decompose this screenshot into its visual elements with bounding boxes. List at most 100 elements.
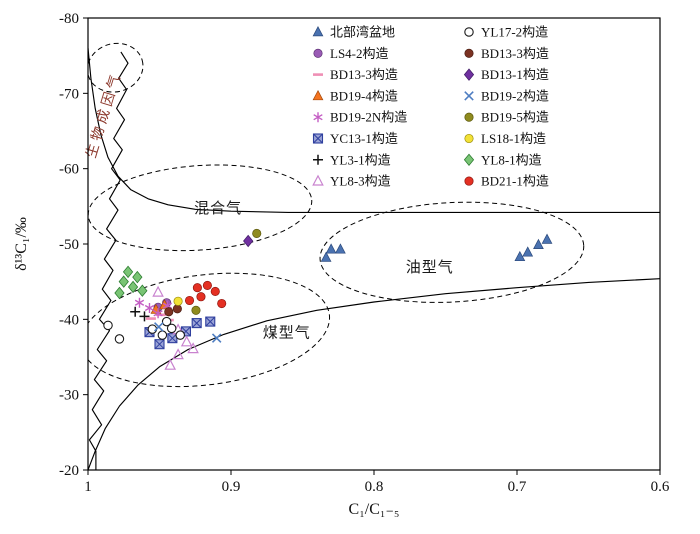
series-bd21-1 (184, 280, 227, 309)
data-point-yl3-1 (130, 306, 141, 317)
data-point-bd19-2n (144, 303, 155, 314)
data-point-bd19-2n (134, 297, 145, 308)
series-bd13-1 (243, 234, 254, 248)
boundary-lower-boundary (88, 278, 660, 470)
y-tick-label: -40 (59, 312, 79, 328)
y-tick-label: -60 (59, 162, 79, 178)
legend-label-yl8-1: YL8-1构造 (481, 152, 542, 167)
legend-item-bd19-2: BD19-2构造 (464, 88, 549, 103)
series-ls18-1 (173, 296, 183, 306)
data-point-beibuwan-basin (320, 251, 332, 262)
data-point-beibuwan-basin (541, 233, 553, 244)
data-point-bd19-5 (191, 305, 201, 315)
boundary-zigzag-boundary (88, 51, 129, 470)
data-point-yl17-2 (114, 334, 125, 344)
data-point-bd19-2 (211, 333, 222, 343)
data-point-beibuwan-basin (325, 243, 337, 254)
data-point-yl17-2 (175, 330, 185, 340)
data-point-yc13-1 (205, 316, 216, 327)
legend-label-bd19-2n: BD19-2N构造 (330, 110, 407, 125)
legend-label-bd13-3: BD13-3构造 (481, 46, 549, 61)
data-point-yl8-3 (187, 342, 199, 354)
data-point-bd21-1 (196, 292, 206, 302)
legend-label-bd13-1: BD13-1构造 (481, 67, 549, 82)
legend-item-yl8-1: YL8-1构造 (463, 152, 542, 167)
y-tick-label: -50 (59, 237, 79, 253)
data-point-yl3-1 (139, 311, 150, 322)
legend-item-ls4-2: LS4-2构造 (313, 46, 389, 61)
x-tick-label: 0.6 (651, 479, 670, 495)
data-point-ls18-1 (173, 296, 183, 306)
data-point-bd13-3 (172, 304, 182, 314)
plot-frame (87, 17, 661, 471)
data-point-bd19-2n (153, 308, 163, 319)
data-point-bd19-2 (154, 322, 164, 332)
data-point-bd13-3 (164, 307, 174, 317)
data-point-yl8-1 (137, 284, 148, 297)
data-point-beibuwan-basin (522, 246, 534, 257)
x-axis-title: C₁/C₁₋₅ (349, 501, 400, 518)
data-point-bd21-1 (217, 298, 227, 309)
data-point-beibuwan-basin (335, 243, 346, 254)
zone-ellipse-biogenic-zone (88, 42, 144, 93)
legend-label-beibuwan-basin: 北部湾盆地 (330, 25, 395, 40)
legend-item-ls18-1: LS18-1构造 (464, 131, 546, 146)
legend-label-ls18-1: LS18-1构造 (481, 131, 546, 146)
series-bd19-2n (134, 297, 173, 319)
legend-label-yl3-1: YL3-1构造 (330, 152, 391, 167)
data-point-yl17-2 (103, 320, 113, 331)
series-yl3-1 (130, 306, 150, 322)
axes: 1 0.9 0.8 0.7 0.6 -80 -70 -60 -50 -40 -30 -20 C₁/C₁₋… (13, 11, 670, 518)
data-point-yl8-1 (122, 265, 134, 279)
data-point-yc13-1 (191, 318, 202, 329)
data-point-yl17-2 (161, 316, 172, 327)
legend-label-yc13-1: YC13-1构造 (330, 131, 398, 146)
legend-item-yl17-2: YL17-2构造 (464, 25, 548, 40)
data-point-bd21-1 (210, 286, 220, 297)
data-point-beibuwan-basin (533, 238, 544, 250)
region-label-coal-type-gas: 煤型气 (263, 324, 311, 341)
data-point-yl17-2 (166, 323, 177, 334)
legend-item-beibuwan-basin: 北部湾盆地 (312, 25, 395, 40)
series-yl8-3 (152, 285, 199, 370)
data-point-yl8-1 (132, 270, 143, 284)
data-point-yc13-1 (154, 339, 165, 350)
legend-item-yl8-3: YL8-3构造 (312, 174, 391, 189)
legend-item-bd19-4: BD19-4构造 (312, 88, 398, 103)
data-point-yl8-3 (180, 335, 193, 347)
legend-item-yc13-1: YC13-1构造 (312, 131, 398, 146)
legend: 北部湾盆地 LS4-2构造 BD13-3构造 BD19-4构造 BD19-2N构造 YC1… (312, 25, 549, 189)
legend-label-yl8-3: YL8-3构造 (330, 174, 391, 189)
y-tick-label: -30 (59, 388, 79, 404)
data-point-yl8-3 (164, 358, 177, 370)
y-axis-title: δ¹³C₁/‰ (13, 217, 30, 271)
y-tick-label: -70 (59, 86, 79, 102)
legend-label-bd19-4: BD19-4构造 (330, 88, 398, 103)
data-point-bd21-1 (202, 280, 212, 290)
x-tick-label: 1 (84, 479, 92, 495)
legend-item-bd21-1: BD21-1构造 (464, 174, 549, 189)
x-tick-label: 0.8 (365, 479, 384, 495)
region-label-oil-type-gas: 油型气 (406, 259, 454, 276)
legend-item-bd13-3-dash: BD13-3构造 (313, 67, 398, 82)
data-point-bd21-1 (184, 295, 195, 306)
data-point-yl8-3 (172, 348, 184, 360)
legend-label-bd19-2: BD19-2构造 (481, 88, 549, 103)
data-point-yl17-2 (157, 330, 168, 340)
series-beibuwan-basin (320, 233, 553, 262)
data-points (103, 228, 553, 370)
data-point-yl8-1 (127, 280, 139, 294)
data-point-beibuwan-basin (514, 250, 526, 262)
y-tick-label: -20 (59, 463, 79, 479)
zone-ellipse-coal-gas-zone (88, 272, 331, 388)
y-tick-label: -80 (59, 11, 79, 27)
legend-item-bd19-5: BD19-5构造 (464, 110, 549, 125)
legend-label-bd21-1: BD21-1构造 (481, 174, 549, 189)
boundary-upper-boundary (88, 48, 660, 213)
series-yl17-2 (103, 316, 185, 344)
series-bd19-5 (191, 228, 262, 315)
legend-label-yl17-2: YL17-2构造 (481, 25, 548, 40)
series-yl8-1 (114, 265, 148, 300)
